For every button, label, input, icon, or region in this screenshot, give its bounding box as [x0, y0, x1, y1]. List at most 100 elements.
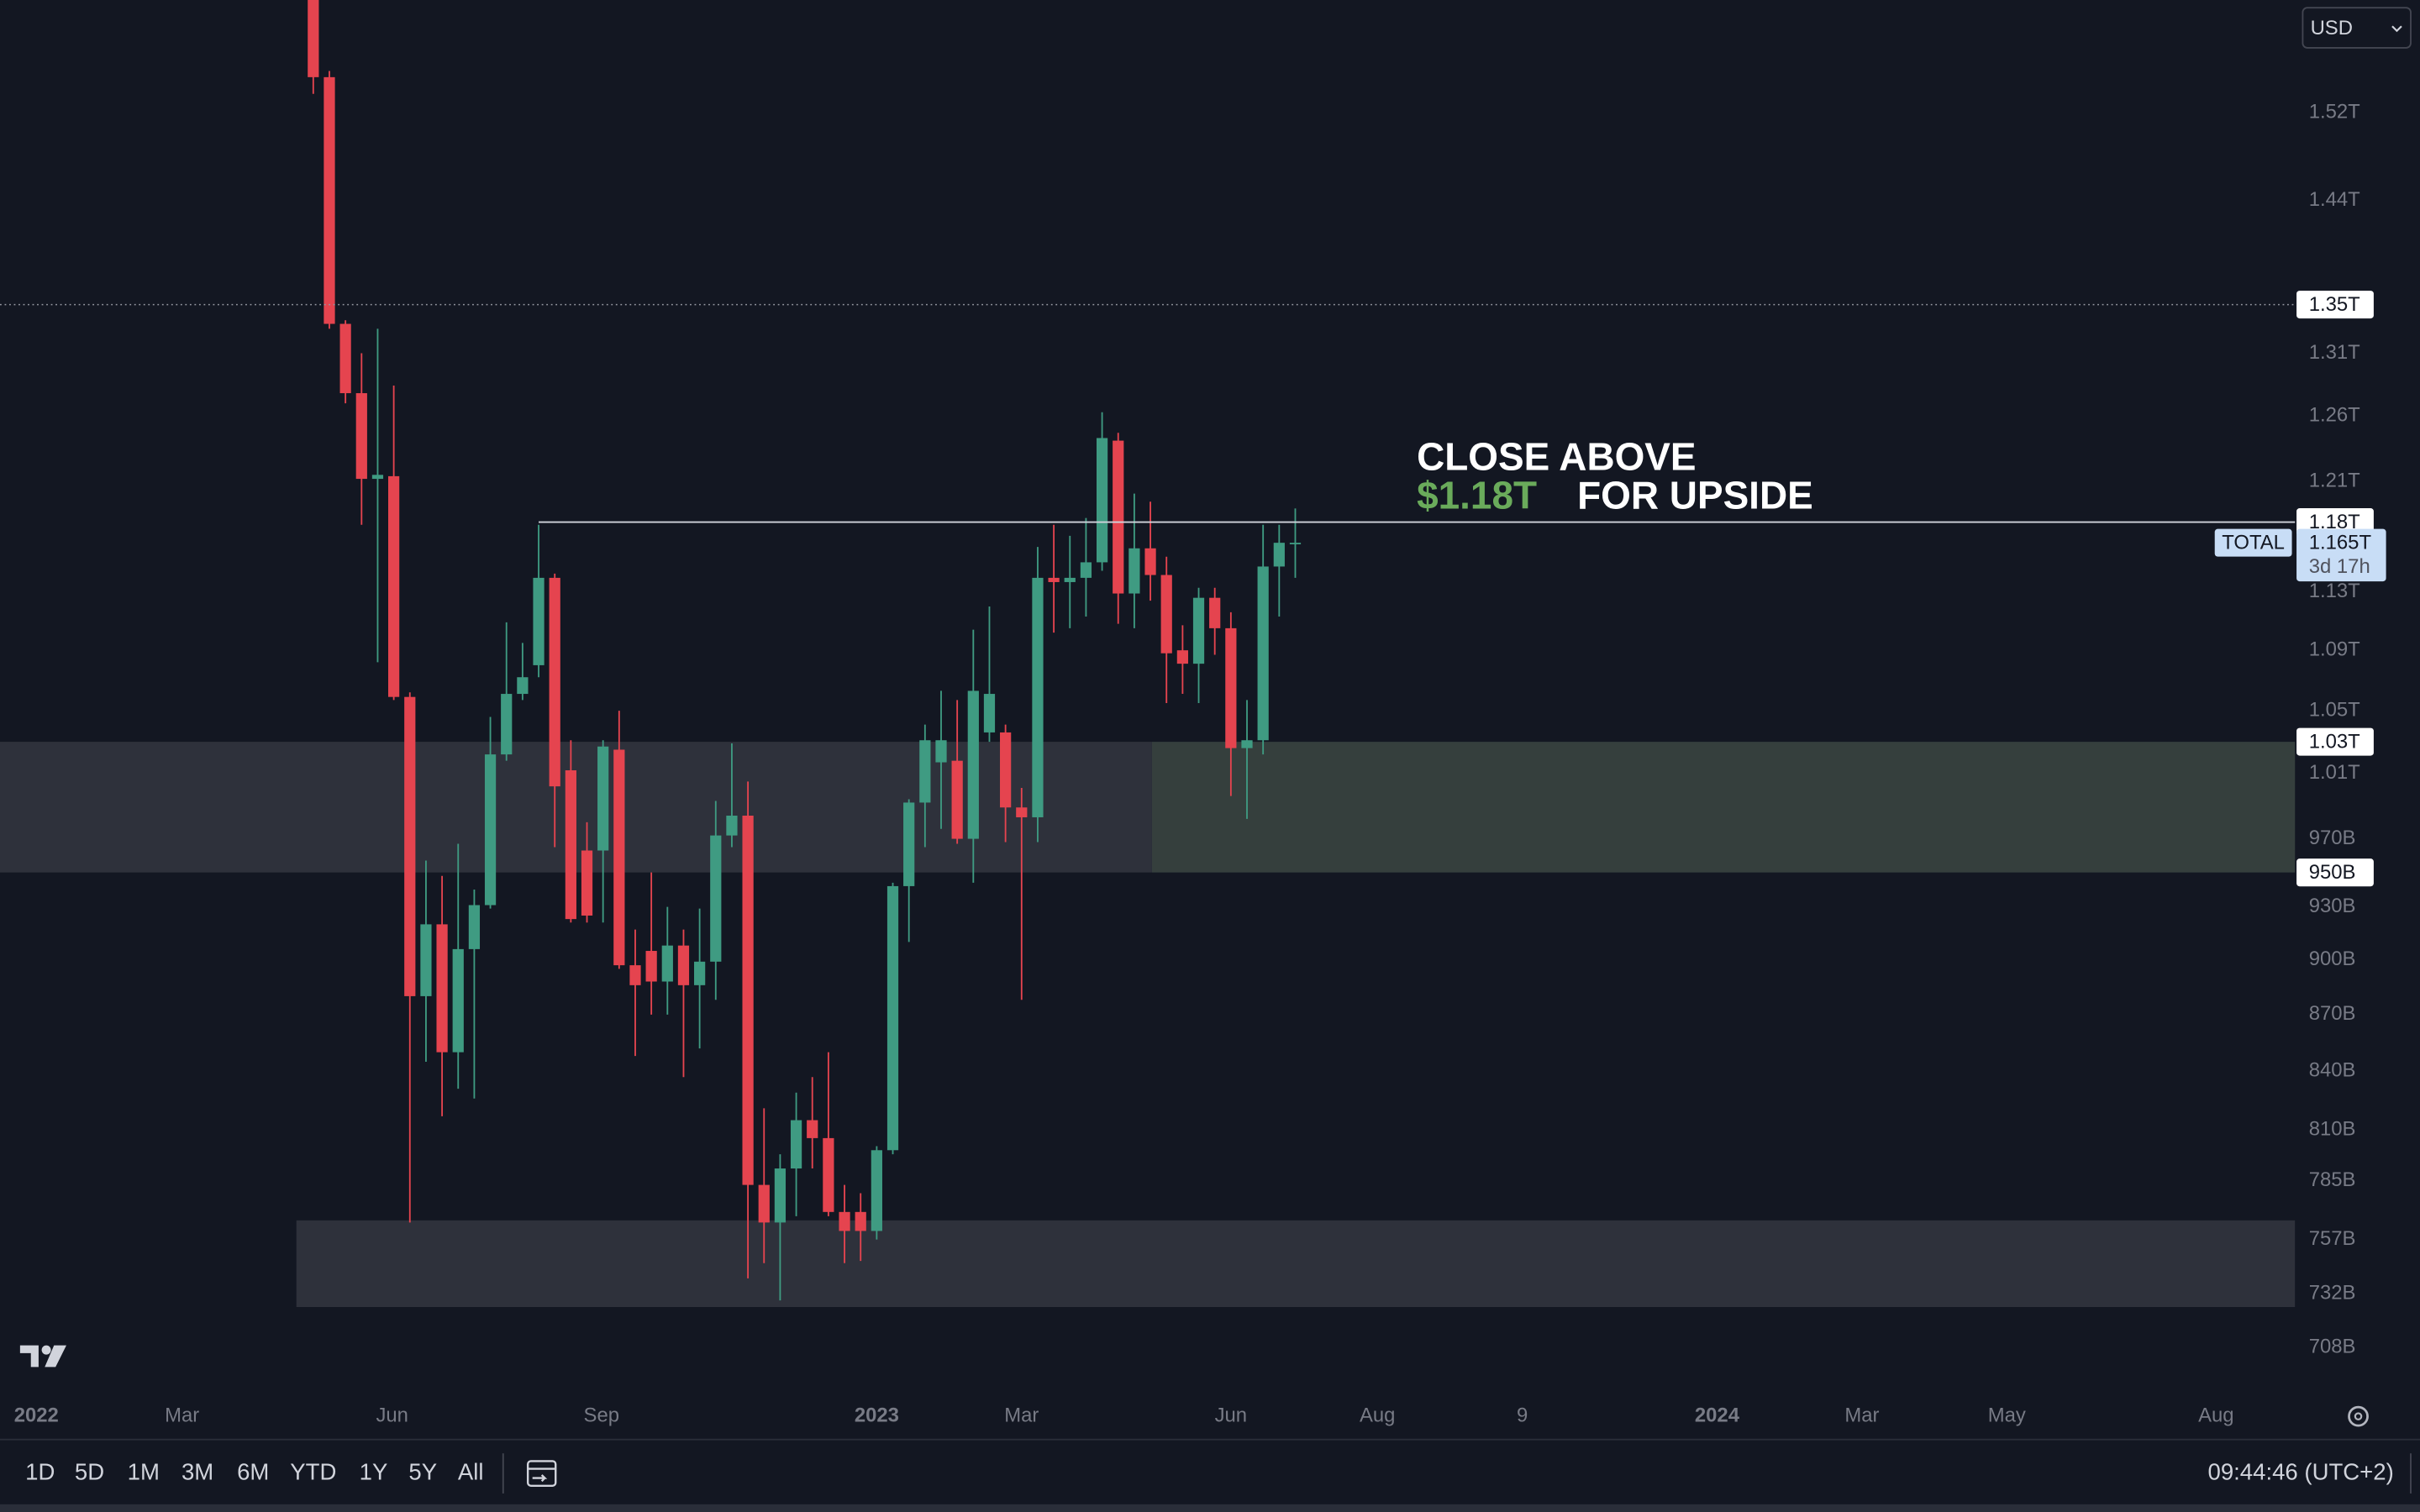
- candle-body: [919, 740, 931, 803]
- candle-body: [951, 760, 963, 839]
- candle-body: [1289, 543, 1302, 544]
- candle-body: [436, 924, 448, 1053]
- zone: [296, 1220, 2296, 1308]
- candle-body: [388, 475, 400, 697]
- clock: 09:44:46 (UTC+2): [2208, 1458, 2394, 1484]
- candle-body: [355, 393, 367, 480]
- candle-body: [871, 1150, 882, 1231]
- axis-marker: [2296, 858, 2374, 887]
- axis-marker: [2296, 291, 2374, 319]
- candle-body: [677, 945, 690, 985]
- axis-marker-label: 1.35T: [2309, 293, 2360, 316]
- y-tick-label: 732B: [2309, 1281, 2356, 1304]
- candle-body: [1080, 562, 1092, 578]
- price-axis: 1.52T 1.44T 1.31T 1.26T 1.21T 1.13T 1.09T 1.05T…: [2214, 101, 2386, 1358]
- range-button[interactable]: YTD: [290, 1458, 336, 1484]
- range-button[interactable]: 1M: [128, 1458, 160, 1484]
- zone: [1151, 742, 2296, 873]
- candle-body: [1032, 577, 1044, 817]
- x-tick-label: Sep: [584, 1404, 619, 1426]
- candle-body: [1016, 807, 1028, 817]
- candle-body: [726, 816, 738, 836]
- range-button[interactable]: 3M: [182, 1458, 213, 1484]
- y-tick-label: 930B: [2309, 895, 2356, 917]
- range-button[interactable]: 1D: [25, 1458, 55, 1484]
- candle-body: [1176, 650, 1188, 664]
- y-tick-label: 1.31T: [2309, 341, 2360, 364]
- gear[interactable]: [2348, 1405, 2369, 1427]
- candle-body: [1128, 548, 1140, 594]
- time-axis: 2022 Mar Jun Sep 2023 Mar Jun Aug 9 2024 Mar May Aug: [14, 1404, 2234, 1426]
- annotation-line1: CLOSE ABOVE: [1417, 434, 1696, 478]
- y-tick-label: 810B: [2309, 1118, 2356, 1141]
- y-tick-label: 1.26T: [2309, 404, 2360, 427]
- y-tick-label: 900B: [2309, 948, 2356, 970]
- logo-part: [19, 1345, 39, 1368]
- candle-body: [597, 746, 609, 851]
- candle-body: [1160, 575, 1172, 654]
- candle-body: [629, 965, 641, 985]
- y-tick-label: 870B: [2309, 1002, 2356, 1025]
- candle-body: [1113, 440, 1124, 594]
- x-tick-label: 2023: [855, 1404, 899, 1426]
- currency-box[interactable]: [2302, 7, 2412, 49]
- settings-icon[interactable]: [2348, 1405, 2369, 1427]
- y-tick-label: 1.09T: [2309, 638, 2360, 660]
- candle-body: [1241, 740, 1253, 748]
- candle-body: [839, 1211, 850, 1231]
- candle-body: [983, 694, 996, 732]
- candle-body: [501, 694, 513, 755]
- y-tick-label: 1.44T: [2309, 188, 2360, 211]
- x-tick-label: 2022: [14, 1404, 59, 1426]
- x-tick-label: Aug: [1360, 1404, 1395, 1426]
- candle-body: [339, 323, 351, 394]
- candle-body: [549, 577, 560, 787]
- calendar-arrow[interactable]: [532, 1474, 548, 1483]
- y-tick-label: 1.05T: [2309, 698, 2360, 721]
- candle-body: [661, 945, 673, 982]
- date-range-icon[interactable]: [526, 1460, 557, 1487]
- currency-select[interactable]: USD: [2302, 7, 2412, 49]
- y-tick-label: 708B: [2309, 1336, 2356, 1358]
- candle-body: [565, 770, 576, 920]
- candle-body: [967, 690, 979, 839]
- range-button[interactable]: 1Y: [360, 1458, 388, 1484]
- x-tick-label: Jun: [1215, 1404, 1247, 1426]
- x-tick-label: 9: [1517, 1404, 1528, 1426]
- candle-body: [903, 802, 915, 886]
- range-button[interactable]: All: [458, 1458, 484, 1484]
- candle-body: [404, 696, 416, 996]
- x-tick-label: Mar: [1004, 1404, 1039, 1426]
- y-tick-label: 1.13T: [2309, 580, 2360, 602]
- tv-logo: [19, 1345, 66, 1368]
- candle-body: [1225, 627, 1237, 748]
- calendar[interactable]: [526, 1460, 557, 1487]
- levels: [0, 303, 2296, 523]
- currency-label[interactable]: USD: [2311, 17, 2353, 39]
- x-tick-label: 2024: [1695, 1404, 1740, 1426]
- candle-body: [613, 749, 625, 966]
- candle-body: [452, 948, 464, 1053]
- y-tick-label: 785B: [2309, 1168, 2356, 1191]
- range-button[interactable]: 5D: [75, 1458, 104, 1484]
- bottom-strip: [0, 1504, 2420, 1512]
- candle-body: [1144, 548, 1156, 575]
- bottom-toolbar: 1D 5D 1M 3M 6M YTD 1Y 5Y All: [25, 1458, 483, 1484]
- candle-body: [710, 835, 722, 962]
- range-button[interactable]: 5Y: [408, 1458, 437, 1484]
- candle-body: [1048, 577, 1060, 582]
- candle-body: [645, 951, 657, 982]
- range-button[interactable]: 6M: [237, 1458, 269, 1484]
- axis-marker-label: 950B: [2309, 861, 2356, 884]
- candle-body: [1064, 577, 1076, 582]
- candle-body: [1096, 438, 1108, 563]
- y-tick-label: 1.52T: [2309, 101, 2360, 123]
- gear-hub[interactable]: [2354, 1412, 2363, 1420]
- currency-caret[interactable]: [2391, 25, 2402, 33]
- candle-body: [308, 0, 319, 77]
- candle-body: [324, 76, 335, 324]
- candle-body: [420, 924, 432, 996]
